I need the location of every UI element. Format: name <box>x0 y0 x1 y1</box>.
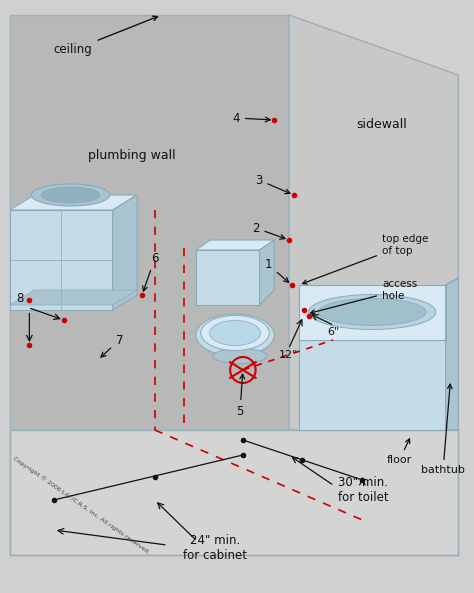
Text: 8: 8 <box>16 292 23 304</box>
Ellipse shape <box>201 315 269 350</box>
Ellipse shape <box>309 295 436 330</box>
Text: access
hole: access hole <box>310 279 417 314</box>
Ellipse shape <box>319 298 426 326</box>
Ellipse shape <box>213 349 267 364</box>
Polygon shape <box>196 240 274 250</box>
Text: 2: 2 <box>252 222 285 239</box>
Polygon shape <box>10 210 113 310</box>
Text: ceiling: ceiling <box>54 16 157 56</box>
Text: 5: 5 <box>236 374 245 418</box>
Polygon shape <box>10 15 289 430</box>
Text: 1: 1 <box>265 259 289 282</box>
Text: floor: floor <box>387 439 412 465</box>
Polygon shape <box>10 290 137 305</box>
Ellipse shape <box>41 187 100 203</box>
Text: 4: 4 <box>232 111 270 125</box>
Polygon shape <box>299 285 446 340</box>
Polygon shape <box>289 15 458 430</box>
Polygon shape <box>446 278 458 430</box>
Text: 6: 6 <box>143 252 158 291</box>
Polygon shape <box>260 240 274 305</box>
Ellipse shape <box>31 184 109 206</box>
Ellipse shape <box>196 314 274 356</box>
Text: 3: 3 <box>255 174 290 194</box>
Text: 7: 7 <box>101 333 123 357</box>
Text: bathtub: bathtub <box>421 384 465 475</box>
Ellipse shape <box>210 320 261 346</box>
Polygon shape <box>10 430 458 555</box>
Text: plumbing wall: plumbing wall <box>89 148 176 161</box>
Text: top edge
of top: top edge of top <box>302 234 428 284</box>
Polygon shape <box>299 340 446 430</box>
Polygon shape <box>10 195 137 210</box>
Text: 30" min.
for toilet: 30" min. for toilet <box>338 476 389 504</box>
Polygon shape <box>113 195 137 310</box>
Text: Copyright © 2006 LAF/C.R.S, Inc. All rights reserved.: Copyright © 2006 LAF/C.R.S, Inc. All rig… <box>12 455 151 555</box>
Polygon shape <box>196 250 260 305</box>
Text: 24" min.
for cabinet: 24" min. for cabinet <box>183 534 247 562</box>
Text: sidewall: sidewall <box>356 119 407 132</box>
Polygon shape <box>299 300 450 350</box>
Text: 6": 6" <box>327 327 339 337</box>
Text: 12": 12" <box>279 350 299 360</box>
